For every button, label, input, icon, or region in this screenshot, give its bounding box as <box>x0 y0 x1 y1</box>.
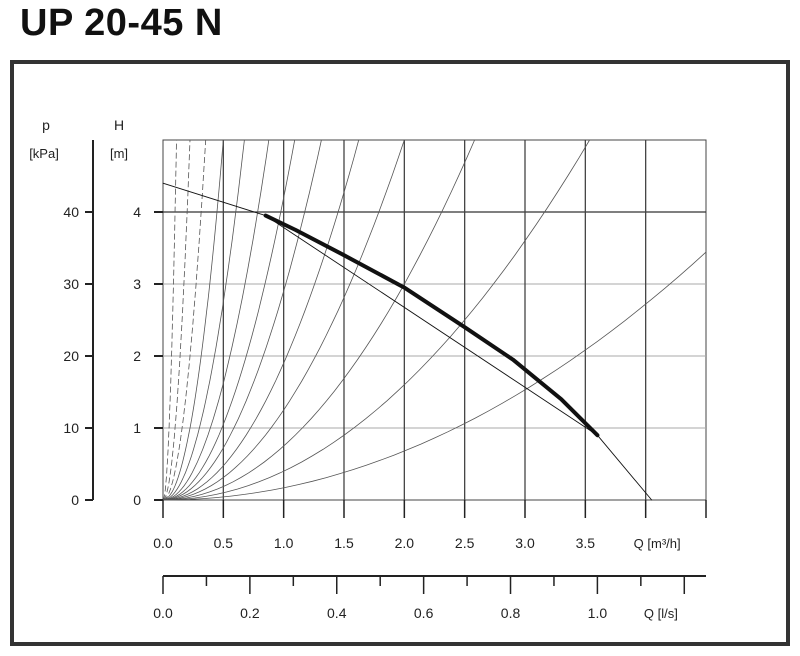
flow-ls-tick-label: 0.6 <box>414 605 434 621</box>
flow-tick-label: 0.5 <box>214 535 234 551</box>
pressure-axis-unit: [kPa] <box>29 146 59 161</box>
flow-tick-label: 3.5 <box>576 535 596 551</box>
flow-tick-label: 2.0 <box>395 535 415 551</box>
page-title: UP 20-45 N <box>20 2 223 44</box>
flow-ls-tick-label: 0.4 <box>327 605 347 621</box>
head-tick-label: 2 <box>133 348 141 364</box>
system-curve <box>162 139 245 501</box>
system-curve <box>162 139 322 501</box>
pressure-tick-label: 20 <box>63 348 79 364</box>
flow-tick-label: 2.5 <box>455 535 475 551</box>
pressure-tick-label: 40 <box>63 204 79 220</box>
pressure-tick-label: 10 <box>63 420 79 436</box>
system-curve <box>162 139 475 501</box>
system-curve <box>162 139 360 501</box>
flow-ls-tick-label: 1.0 <box>588 605 608 621</box>
flow-tick-label: 1.0 <box>274 535 294 551</box>
flow-tick-label: 3.0 <box>515 535 535 551</box>
flow-ls-tick-label: 0.2 <box>240 605 260 621</box>
flow-ls-axis-label: Q [l/s] <box>644 606 678 621</box>
pressure-tick-label: 30 <box>63 276 79 292</box>
head-tick-label: 1 <box>133 420 141 436</box>
system-curve <box>162 139 177 501</box>
head-tick-label: 0 <box>133 492 141 508</box>
flow-tick-label: 1.5 <box>334 535 354 551</box>
pressure-axis-label: p <box>42 117 50 133</box>
pump-curve-line <box>263 213 600 438</box>
system-curve <box>162 139 207 501</box>
pressure-tick-label: 0 <box>71 492 79 508</box>
pump-curve-extension-line <box>162 182 653 501</box>
system-curve <box>162 139 405 501</box>
flow-ls-tick-label: 0.8 <box>501 605 521 621</box>
flow-ls-tick-label: 0.0 <box>153 605 173 621</box>
system-curve <box>162 251 707 501</box>
head-tick-label: 4 <box>133 204 141 220</box>
flow-axis-label: Q [m³/h] <box>634 536 681 551</box>
head-axis-unit: [m] <box>110 146 128 161</box>
plot-area-border <box>162 139 707 501</box>
system-curve <box>162 139 191 501</box>
flow-tick-label: 0.0 <box>153 535 173 551</box>
chart-frame <box>10 60 790 646</box>
system-curve <box>162 139 224 501</box>
system-curve <box>162 139 270 501</box>
system-curve <box>162 139 296 501</box>
system-curve <box>162 139 590 501</box>
head-axis-label: H <box>114 117 124 133</box>
head-tick-label: 3 <box>133 276 141 292</box>
